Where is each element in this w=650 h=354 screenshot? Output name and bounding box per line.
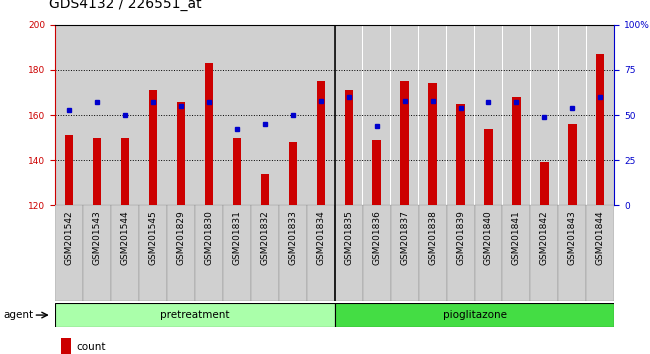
- Text: GSM201831: GSM201831: [233, 210, 241, 265]
- Bar: [484, 129, 493, 205]
- Bar: [335, 25, 363, 205]
- Bar: [83, 205, 111, 301]
- Text: agent: agent: [3, 310, 33, 320]
- Text: GSM201838: GSM201838: [428, 210, 437, 265]
- Bar: [139, 205, 167, 301]
- Bar: [195, 25, 223, 205]
- Bar: [512, 97, 521, 205]
- Text: GSM201837: GSM201837: [400, 210, 409, 265]
- Bar: [149, 90, 157, 205]
- Bar: [400, 81, 409, 205]
- Text: GSM201836: GSM201836: [372, 210, 381, 265]
- Bar: [586, 205, 614, 301]
- Bar: [502, 205, 530, 301]
- Bar: [279, 205, 307, 301]
- Text: GSM201835: GSM201835: [344, 210, 353, 265]
- Text: GSM201543: GSM201543: [93, 210, 101, 265]
- Bar: [61, 338, 71, 354]
- Text: GSM201542: GSM201542: [65, 210, 73, 265]
- Bar: [363, 25, 391, 205]
- Text: pioglitazone: pioglitazone: [443, 310, 506, 320]
- Bar: [372, 140, 381, 205]
- Text: GSM201841: GSM201841: [512, 210, 521, 265]
- Bar: [530, 25, 558, 205]
- Bar: [558, 205, 586, 301]
- Bar: [540, 162, 549, 205]
- Text: GSM201839: GSM201839: [456, 210, 465, 265]
- Text: GSM201544: GSM201544: [121, 210, 129, 265]
- Bar: [55, 25, 83, 205]
- Bar: [177, 102, 185, 205]
- Bar: [55, 303, 335, 327]
- Bar: [363, 205, 391, 301]
- Bar: [419, 205, 447, 301]
- Bar: [447, 25, 474, 205]
- Bar: [289, 142, 297, 205]
- Bar: [317, 81, 325, 205]
- Bar: [335, 303, 614, 327]
- Bar: [568, 124, 577, 205]
- Bar: [223, 205, 251, 301]
- Bar: [586, 25, 614, 205]
- Bar: [205, 63, 213, 205]
- Bar: [474, 205, 502, 301]
- Text: GSM201843: GSM201843: [568, 210, 577, 265]
- Bar: [596, 54, 605, 205]
- Bar: [391, 25, 419, 205]
- Bar: [419, 25, 447, 205]
- Bar: [447, 205, 474, 301]
- Text: GSM201840: GSM201840: [484, 210, 493, 265]
- Bar: [474, 25, 502, 205]
- Text: pretreatment: pretreatment: [161, 310, 229, 320]
- Bar: [167, 205, 195, 301]
- Bar: [251, 205, 279, 301]
- Text: GSM201829: GSM201829: [177, 210, 185, 265]
- Text: GSM201832: GSM201832: [261, 210, 269, 265]
- Text: GSM201833: GSM201833: [289, 210, 297, 265]
- Text: GSM201545: GSM201545: [149, 210, 157, 265]
- Bar: [261, 174, 269, 205]
- Bar: [279, 25, 307, 205]
- Bar: [139, 25, 167, 205]
- Bar: [233, 138, 241, 205]
- Bar: [391, 205, 419, 301]
- Bar: [195, 205, 223, 301]
- Text: GSM201830: GSM201830: [205, 210, 213, 265]
- Bar: [428, 84, 437, 205]
- Text: GSM201834: GSM201834: [317, 210, 325, 265]
- Bar: [502, 25, 530, 205]
- Bar: [111, 205, 139, 301]
- Bar: [558, 25, 586, 205]
- Bar: [223, 25, 251, 205]
- Bar: [93, 138, 101, 205]
- Text: count: count: [77, 342, 106, 353]
- Bar: [167, 25, 195, 205]
- Bar: [121, 138, 129, 205]
- Text: GSM201844: GSM201844: [596, 210, 605, 265]
- Text: GDS4132 / 226551_at: GDS4132 / 226551_at: [49, 0, 202, 11]
- Bar: [530, 205, 558, 301]
- Bar: [456, 104, 465, 205]
- Bar: [83, 25, 111, 205]
- Bar: [111, 25, 139, 205]
- Bar: [344, 90, 353, 205]
- Bar: [55, 205, 83, 301]
- Text: GSM201842: GSM201842: [540, 210, 549, 265]
- Bar: [65, 135, 73, 205]
- Bar: [335, 205, 363, 301]
- Bar: [307, 25, 335, 205]
- Bar: [307, 205, 335, 301]
- Bar: [251, 25, 279, 205]
